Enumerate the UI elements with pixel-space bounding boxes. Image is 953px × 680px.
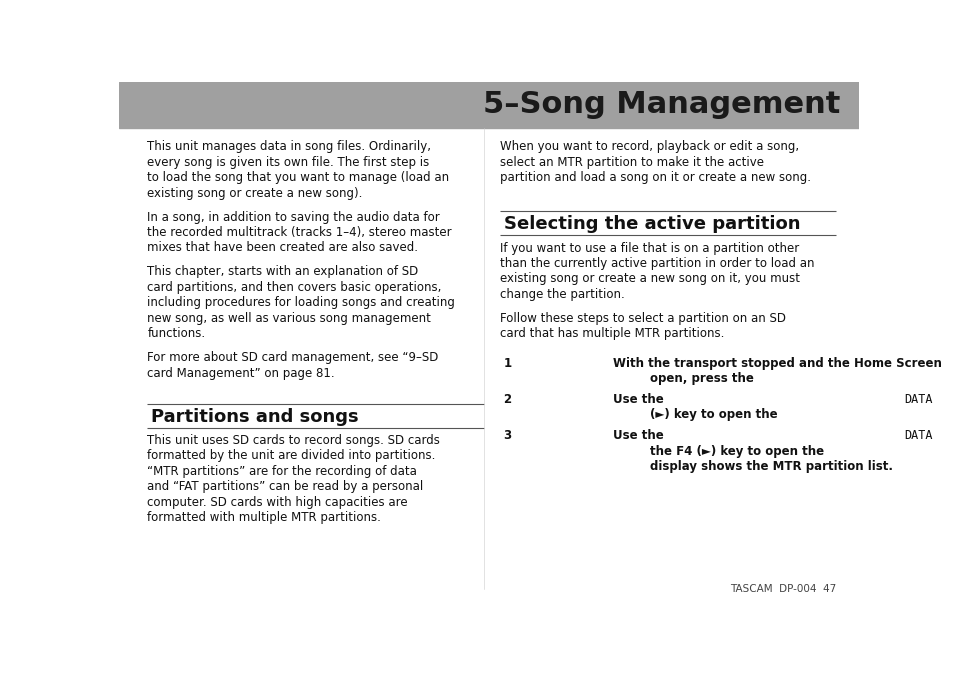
Text: existing song or create a new song).: existing song or create a new song). bbox=[147, 186, 362, 200]
Text: 2: 2 bbox=[503, 393, 519, 406]
Text: change the partition.: change the partition. bbox=[499, 288, 624, 301]
Text: functions.: functions. bbox=[147, 327, 205, 340]
Text: 3: 3 bbox=[503, 429, 519, 442]
Text: (►) key to open the: (►) key to open the bbox=[649, 409, 781, 422]
Text: to load the song that you want to manage (load an: to load the song that you want to manage… bbox=[147, 171, 449, 184]
Text: computer. SD cards with high capacities are: computer. SD cards with high capacities … bbox=[147, 496, 408, 509]
Text: In a song, in addition to saving the audio data for: In a song, in addition to saving the aud… bbox=[147, 211, 439, 224]
Text: Selecting the active partition: Selecting the active partition bbox=[503, 216, 800, 233]
Text: partition and load a song on it or create a new song.: partition and load a song on it or creat… bbox=[499, 171, 810, 184]
Text: the recorded multitrack (tracks 1–4), stereo master: the recorded multitrack (tracks 1–4), st… bbox=[147, 226, 452, 239]
Text: every song is given its own file. The first step is: every song is given its own file. The fi… bbox=[147, 156, 429, 169]
Text: new song, as well as various song management: new song, as well as various song manage… bbox=[147, 311, 431, 324]
Text: card Management” on page 81.: card Management” on page 81. bbox=[147, 367, 335, 379]
Text: select an MTR partition to make it the active: select an MTR partition to make it the a… bbox=[499, 156, 763, 169]
Text: 5–Song Management: 5–Song Management bbox=[482, 90, 840, 119]
Text: “MTR partitions” are for the recording of data: “MTR partitions” are for the recording o… bbox=[147, 464, 416, 478]
Text: DATA: DATA bbox=[903, 429, 932, 442]
Text: Follow these steps to select a partition on an SD: Follow these steps to select a partition… bbox=[499, 312, 785, 325]
Text: card partitions, and then covers basic operations,: card partitions, and then covers basic o… bbox=[147, 281, 441, 294]
Bar bbox=[119, 82, 858, 128]
Text: This unit manages data in song files. Ordinarily,: This unit manages data in song files. Or… bbox=[147, 140, 431, 153]
Text: When you want to record, playback or edit a song,: When you want to record, playback or edi… bbox=[499, 140, 799, 153]
Text: than the currently active partition in order to load an: than the currently active partition in o… bbox=[499, 257, 814, 270]
Text: This chapter, starts with an explanation of SD: This chapter, starts with an explanation… bbox=[147, 265, 418, 278]
Text: Partitions and songs: Partitions and songs bbox=[151, 408, 358, 426]
Text: If you want to use a file that is on a partition other: If you want to use a file that is on a p… bbox=[499, 241, 799, 254]
Text: TASCAM  DP-004  47: TASCAM DP-004 47 bbox=[729, 583, 836, 594]
Text: Use the: Use the bbox=[613, 429, 667, 442]
Text: open, press the: open, press the bbox=[649, 372, 757, 385]
Text: DATA: DATA bbox=[903, 393, 932, 406]
Text: existing song or create a new song on it, you must: existing song or create a new song on it… bbox=[499, 273, 800, 286]
Text: 1: 1 bbox=[503, 356, 519, 370]
Text: display shows the MTR partition list.: display shows the MTR partition list. bbox=[649, 460, 892, 473]
Text: and “FAT partitions” can be read by a personal: and “FAT partitions” can be read by a pe… bbox=[147, 480, 423, 493]
Text: including procedures for loading songs and creating: including procedures for loading songs a… bbox=[147, 296, 455, 309]
Text: the F4 (►) key to open the: the F4 (►) key to open the bbox=[649, 445, 827, 458]
Text: This unit uses SD cards to record songs. SD cards: This unit uses SD cards to record songs.… bbox=[147, 434, 439, 447]
Text: With the transport stopped and the Home Screen: With the transport stopped and the Home … bbox=[613, 356, 941, 370]
Text: Use the: Use the bbox=[613, 393, 667, 406]
Text: mixes that have been created are also saved.: mixes that have been created are also sa… bbox=[147, 241, 418, 254]
Text: formatted by the unit are divided into partitions.: formatted by the unit are divided into p… bbox=[147, 449, 436, 462]
Text: For more about SD card management, see “9–SD: For more about SD card management, see “… bbox=[147, 351, 438, 364]
Text: formatted with multiple MTR partitions.: formatted with multiple MTR partitions. bbox=[147, 511, 381, 524]
Text: card that has multiple MTR partitions.: card that has multiple MTR partitions. bbox=[499, 327, 723, 340]
